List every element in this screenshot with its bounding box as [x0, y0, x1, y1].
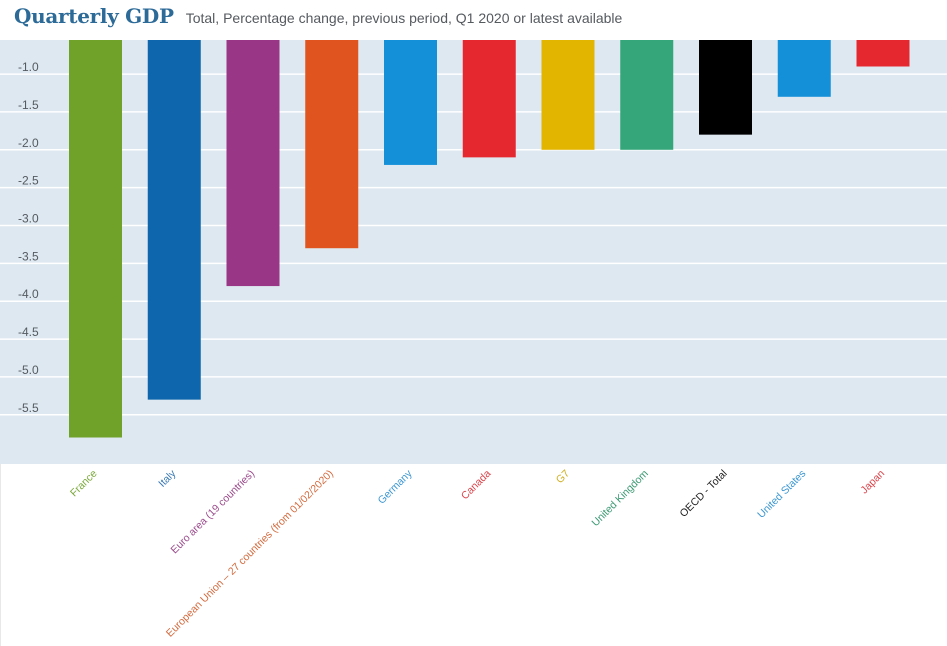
y-tick-label: -1.0	[18, 60, 39, 74]
y-axis-ticks: -1.0 -1.5 -2.0 -2.5 -3.0 -3.5 -4.0 -4.5 -5.0 -5.5	[18, 60, 39, 415]
chart-subtitle: Total, Percentage change, previous perio…	[185, 10, 623, 26]
x-tick-label: G7	[554, 468, 573, 487]
x-tick-label: France	[68, 468, 100, 500]
chart-title: Quarterly GDP	[14, 4, 174, 28]
y-tick-label: -1.5	[18, 98, 39, 112]
x-tick-label: Italy	[156, 467, 179, 490]
bar-united-kingdom[interactable]	[620, 40, 674, 150]
y-tick-label: -5.0	[18, 363, 39, 377]
y-tick-label: -2.5	[18, 174, 39, 188]
y-tick-label: -4.0	[18, 287, 39, 301]
y-tick-label: -4.5	[18, 325, 39, 339]
bar-canada[interactable]	[462, 40, 516, 158]
x-tick-label: Euro area (19 countries)	[169, 468, 258, 557]
x-tick-label: OECD - Total	[678, 468, 730, 520]
bar-italy[interactable]	[147, 40, 201, 400]
x-tick-label: European Union – 27 countries (from 01/0…	[164, 468, 336, 640]
y-tick-label: -3.0	[18, 212, 39, 226]
bar-united-states[interactable]	[777, 40, 831, 97]
x-tick-label: United States	[755, 468, 808, 521]
x-tick-label: Japan	[858, 468, 887, 497]
y-tick-label: -5.5	[18, 401, 39, 415]
bar-european-union-27-countries-from-01-02-2020[interactable]	[305, 40, 359, 249]
x-tick-label: United Kingdom	[590, 467, 651, 528]
bar-euro-area-19-countries[interactable]	[226, 40, 280, 287]
chart-header: Quarterly GDP Total, Percentage change, …	[14, 4, 622, 36]
bar-oecd-total[interactable]	[699, 40, 752, 135]
x-tick-label: Canada	[459, 468, 494, 503]
x-tick-label: Germany	[376, 467, 416, 507]
bar-france[interactable]	[69, 40, 122, 438]
left-border	[0, 464, 1, 646]
bar-germany[interactable]	[384, 40, 437, 165]
y-tick-label: -2.0	[18, 136, 39, 150]
bar-g7[interactable]	[541, 40, 595, 150]
bars	[69, 40, 910, 438]
y-tick-label: -3.5	[18, 249, 39, 263]
bar-japan[interactable]	[856, 40, 910, 67]
